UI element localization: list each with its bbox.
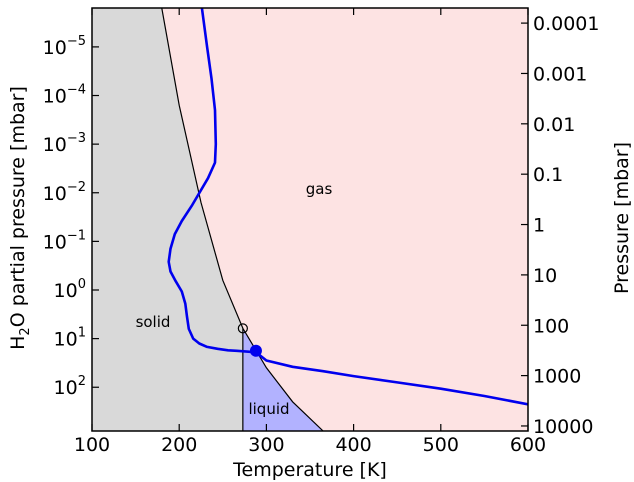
y-right-tick-label: 0.01	[533, 114, 575, 136]
x-axis: 100 200 300 400 500 600	[74, 8, 546, 456]
gas-region-label: gas	[306, 180, 333, 198]
y-left-tick-label: 101	[54, 326, 86, 351]
y-left-tick-label: 10−3	[43, 131, 86, 156]
y-left-tick-label: 10−5	[43, 34, 86, 59]
x-tick-label: 100	[74, 434, 110, 456]
x-tick-label: 500	[423, 434, 459, 456]
liquid-region	[242, 328, 324, 431]
left-y-axis: 10−5 10−4 10−3 10−2 10−1 100 101 102	[43, 34, 99, 399]
surface-point-marker	[249, 344, 262, 357]
saturation-curve	[161, 8, 324, 431]
solid-region-label: solid	[136, 313, 171, 331]
liquid-region-label: liquid	[248, 400, 289, 418]
y-right-tick-label: 1000	[533, 366, 581, 388]
x-tick-label: 600	[510, 434, 546, 456]
right-y-axis: 0.0001 0.001 0.01 0.1 1 10 100 1000 10000	[521, 13, 599, 438]
y-left-tick-label: 100	[54, 277, 86, 302]
right-y-axis-title: Pressure [mbar]	[611, 142, 633, 294]
left-y-axis-title: H2O partial pressure [mbar]	[7, 86, 33, 350]
y-left-tick-label: 10−2	[43, 180, 86, 205]
y-right-tick-label: 100	[533, 315, 569, 337]
x-tick-label: 200	[161, 434, 197, 456]
x-axis-title: Temperature [K]	[232, 459, 387, 481]
y-right-tick-label: 10000	[533, 416, 593, 438]
y-left-tick-label: 10−1	[43, 228, 86, 253]
y-left-tick-label: 102	[54, 374, 86, 399]
y-right-tick-label: 10	[533, 265, 557, 287]
y-right-tick-label: 0.1	[533, 164, 563, 186]
x-tick-label: 300	[248, 434, 284, 456]
x-tick-label: 400	[335, 434, 371, 456]
solid-region	[92, 8, 243, 431]
y-left-tick-label: 10−4	[43, 83, 86, 108]
y-right-tick-label: 0.001	[533, 63, 587, 85]
triple-point-marker	[237, 323, 248, 334]
y-right-tick-label: 0.0001	[533, 13, 599, 35]
profile-line	[167, 8, 528, 406]
plot-frame	[91, 7, 529, 432]
y-right-tick-label: 1	[533, 215, 545, 237]
